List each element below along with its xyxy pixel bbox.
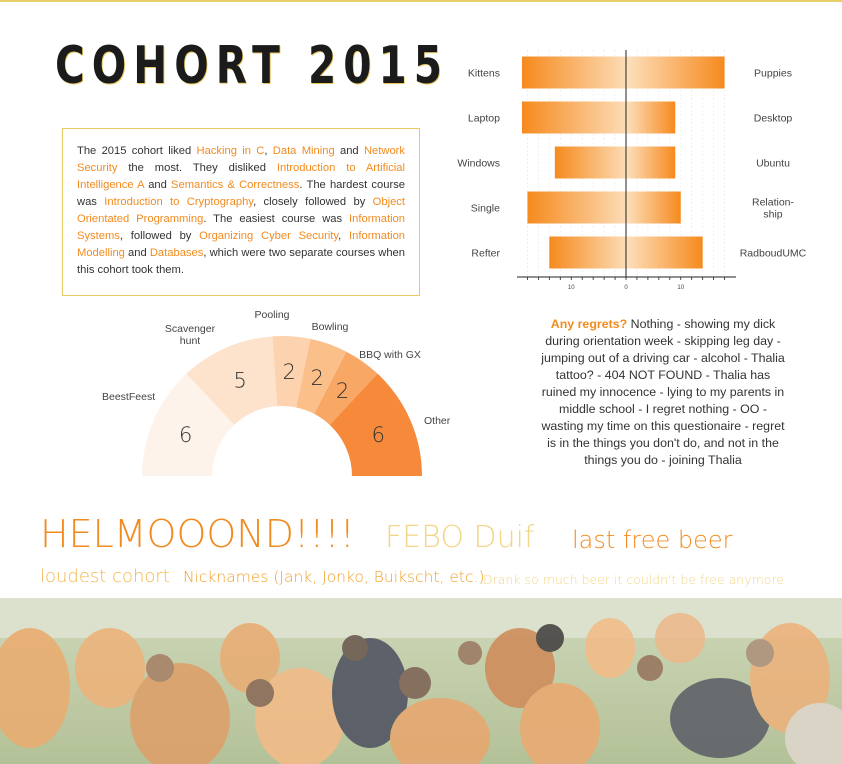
donut-category-label: BeestFeest: [102, 391, 155, 403]
donut-slice-3: [296, 338, 347, 414]
regrets-body: Nothing - showing my dick during orienta…: [541, 317, 785, 467]
summary-text: . The easiest course was: [203, 213, 350, 225]
donut-category-label: Other: [424, 415, 451, 427]
group-photo-image: [0, 598, 842, 764]
word-helmooond: HELMOOOND!!!!: [40, 512, 355, 556]
bar-label-right: Relation-ship: [752, 197, 795, 221]
bar-label-left: Kittens: [468, 68, 500, 80]
summary-text: and: [334, 145, 364, 157]
donut-slice-5: [329, 373, 422, 476]
bar-label-left: Single: [471, 203, 500, 215]
course-highlight: Network Security: [77, 145, 405, 174]
regrets-lead: Any regrets?: [550, 317, 628, 331]
summary-text: , closely followed by: [253, 196, 373, 208]
bar-label-right: Ubuntu: [756, 158, 790, 170]
word-drank-so-much: Drank so much beer it couldn't be free a…: [483, 572, 784, 587]
word-loudest-cohort: loudest cohort: [40, 566, 170, 587]
donut-chart-svg: 6 BeestFeest 5 Scavenger hunt 2 Pooling 2 Bowlin…: [102, 309, 451, 476]
course-highlight: Data Mining: [272, 145, 335, 157]
bar-right-3: [626, 191, 681, 224]
summary-text: . The hardest course was: [77, 179, 406, 208]
bar-right-4: [626, 236, 703, 269]
bar-left-4: [549, 236, 626, 269]
bar-label-right: Puppies: [754, 68, 792, 80]
course-highlight: Databases: [149, 247, 204, 259]
course-highlight: Introduction to Cryptography: [104, 196, 254, 208]
bar-chart-svg: Kittens Puppies Laptop Desktop Windows Ubuntu…: [457, 50, 807, 291]
bar-right-0: [626, 56, 725, 89]
diverging-bar-chart: Kittens Puppies Laptop Desktop Windows Ubuntu…: [450, 40, 820, 291]
donut-category-label: Scavenger hunt: [165, 323, 216, 347]
word-cloud: HELMOOOND!!!! FEBO Duif last free beer l…: [0, 510, 842, 600]
course-highlight: Hacking in C: [196, 145, 265, 157]
donut-value-label: 6: [372, 423, 385, 447]
top-border-line: [0, 0, 842, 2]
bar-label-left: Laptop: [468, 113, 500, 125]
bar-left-0: [521, 56, 626, 89]
x-tick-label: 10: [568, 285, 575, 291]
donut-value-label: 2: [336, 379, 349, 403]
regrets-text: Any regrets? Nothing - showing my dick d…: [540, 316, 786, 469]
donut-value-label: 2: [310, 366, 323, 390]
x-tick-label: 0: [624, 285, 628, 291]
bar-right-2: [626, 146, 676, 179]
bar-label-left: Refter: [471, 248, 500, 260]
course-highlight: Introduction to Artificial Intelligence …: [77, 162, 405, 191]
x-tick-label: 10: [677, 285, 684, 291]
course-highlight: Information Modelling: [77, 230, 406, 259]
bar-label-right: Desktop: [754, 113, 793, 125]
donut-category-label: Pooling: [254, 309, 289, 321]
donut-slice-4: [314, 351, 378, 425]
group-photo: [0, 598, 842, 764]
donut-category-label: BBQ with GX: [359, 349, 421, 361]
bar-left-1: [521, 101, 626, 134]
donut-category-label: Bowling: [312, 321, 349, 333]
course-highlight: Information Systems: [77, 213, 405, 242]
word-nicknames: Nicknames (Jank, Jonko, Buikscht, etc.): [183, 568, 485, 586]
course-highlight: Object Orientated Programming: [77, 196, 405, 225]
donut-value-label: 5: [233, 369, 246, 393]
summary-text: ,: [264, 145, 273, 157]
donut-value-label: 2: [282, 360, 295, 384]
summary-text: and: [144, 179, 172, 191]
word-febo-duif: FEBO Duif: [385, 520, 535, 555]
donut-slice-1: [186, 336, 278, 425]
page-title: COHORT 2015: [55, 36, 449, 96]
bar-right-1: [626, 101, 676, 134]
summary-text: ,: [338, 230, 350, 242]
activities-half-donut: 6 BeestFeest 5 Scavenger hunt 2 Pooling 2 Bowlin…: [80, 300, 480, 490]
bar-label-left: Windows: [457, 158, 500, 170]
summary-text: , which were two separate courses when t…: [77, 247, 405, 276]
summary-text: The 2015 cohort liked: [77, 145, 197, 157]
donut-slice-2: [272, 336, 311, 408]
donut-slice-0: [142, 373, 235, 476]
word-last-free-beer: last free beer: [572, 526, 733, 554]
summary-text: , followed by: [119, 230, 200, 242]
bar-label-right: RadboudUMC: [740, 248, 807, 260]
bar-left-3: [527, 191, 626, 224]
bar-left-2: [554, 146, 626, 179]
summary-text: and: [124, 247, 150, 259]
course-highlight: Organizing Cyber Security: [199, 230, 339, 242]
summary-box: The 2015 cohort liked Hacking in C, Data…: [62, 128, 420, 296]
donut-value-label: 6: [179, 423, 192, 447]
summary-text: the most. They disliked: [117, 162, 277, 174]
course-highlight: Semantics & Correctness: [171, 179, 300, 191]
